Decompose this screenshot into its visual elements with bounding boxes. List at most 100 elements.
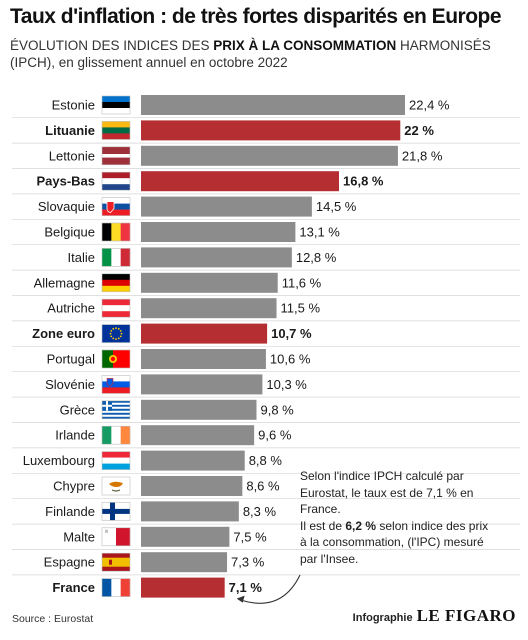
category-label: Luxembourg: [23, 453, 95, 468]
category-label: Slovénie: [45, 377, 95, 392]
category-label: Autriche: [47, 301, 95, 316]
bar-row: Grèce 9,8 %: [12, 399, 520, 423]
category-label: France: [52, 580, 95, 595]
chart-title: Taux d'inflation : de très fortes dispar…: [10, 5, 502, 28]
bar: [141, 425, 255, 446]
value-label: 16,8 %: [343, 174, 384, 189]
value-label: 7,1 %: [229, 580, 263, 595]
spain-flag-icon: [101, 552, 131, 572]
category-label: Lettonie: [49, 148, 95, 163]
ireland-flag-icon: [101, 425, 131, 445]
bar: [141, 577, 225, 598]
subtitle-suffix: HARMONISÉS (IPCH), en glissement annuel …: [10, 38, 491, 70]
le-figaro-logo: LE FIGARO: [416, 606, 516, 625]
slovakia-flag-icon: [101, 197, 131, 216]
source-note: Source : Eurostat: [12, 613, 94, 625]
annotation-arrow: [236, 574, 301, 604]
category-label: Irlande: [55, 428, 95, 443]
bar: [141, 222, 296, 242]
netherlands-flag-icon: [101, 171, 131, 191]
category-label: Chypre: [53, 479, 95, 494]
annotation-note: Selon l'indice IPCH calculé par Eurostat…: [300, 468, 490, 567]
category-label: Allemagne: [34, 275, 95, 290]
france-flag-icon: [101, 578, 131, 597]
bar: [141, 349, 266, 369]
latvia-flag-icon: [101, 146, 131, 166]
value-label: 7,3 %: [231, 555, 265, 570]
bar: [141, 145, 398, 166]
bar: [141, 298, 277, 319]
credit-label: Infographie: [352, 612, 413, 624]
category-label: Portugal: [47, 352, 96, 367]
category-label: Lituanie: [45, 123, 95, 138]
bar: [141, 501, 239, 522]
category-label: Zone euro: [32, 326, 95, 341]
value-label: 7,5 %: [233, 529, 267, 544]
bar-row: Chypre 8,6 %: [12, 476, 520, 500]
value-label: 21,8 %: [402, 148, 443, 163]
bar: [141, 476, 243, 496]
value-label: 22 %: [404, 123, 434, 138]
germany-flag-icon: [101, 273, 131, 293]
bar-row: Slovénie 10,3 %: [12, 374, 520, 398]
subtitle-prefix: ÉVOLUTION DES INDICES DES: [10, 38, 214, 53]
value-label: 11,5 %: [281, 301, 321, 316]
bar-row: Allemagne 11,6 %: [12, 272, 520, 296]
bar: [141, 196, 312, 217]
bar: [141, 120, 401, 141]
bar-row: Zone euro 10,7 %: [12, 323, 520, 347]
value-label: 14,5 %: [316, 199, 357, 214]
bar-row: Lettonie 21,8 %: [12, 145, 520, 169]
italy-flag-icon: [101, 248, 131, 267]
value-label: 8,3 %: [243, 504, 277, 519]
category-label: Belgique: [44, 225, 95, 240]
value-label: 13,1 %: [299, 225, 340, 240]
category-label: Slovaquie: [38, 199, 95, 214]
bar-row: Slovaquie 14,5 %: [12, 196, 520, 220]
belgium-flag-icon: [101, 222, 131, 242]
slovenia-flag-icon: [101, 375, 131, 394]
chart-subtitle: ÉVOLUTION DES INDICES DES PRIX À LA CONS…: [10, 37, 520, 71]
category-label: Pays-Bas: [36, 174, 95, 189]
bar-row: Autriche 11,5 %: [12, 298, 520, 322]
bar: [141, 399, 257, 420]
bar: [141, 272, 278, 293]
bar: [141, 552, 228, 573]
bar: [141, 526, 230, 547]
bar-row: Belgique 13,1 %: [12, 222, 520, 246]
bar-row: Portugal 10,6 %: [12, 349, 520, 373]
estonia-flag-icon: [101, 95, 131, 115]
value-label: 10,7 %: [271, 326, 312, 341]
value-label: 9,6 %: [258, 428, 292, 443]
austria-flag-icon: [101, 298, 131, 318]
value-label: 9,8 %: [261, 402, 295, 417]
bar-row: Finlande 8,3 %: [12, 501, 520, 525]
bar-row: Estonie 22,4 %: [12, 95, 520, 119]
greece-flag-icon: [101, 400, 131, 420]
malta-flag-icon: [101, 527, 131, 547]
value-label: 10,3 %: [266, 377, 307, 392]
bar: [141, 323, 268, 344]
bar: [141, 374, 263, 395]
annotation-line-2-pre: Il est de: [300, 518, 346, 533]
category-label: Espagne: [44, 555, 95, 570]
bar: [141, 247, 292, 268]
value-label: 12,8 %: [296, 250, 337, 265]
annotation-line-1: Selon l'indice IPCH calculé par Eurostat…: [300, 469, 474, 516]
cyprus-flag-icon: [101, 476, 131, 496]
lithuania-flag-icon: [101, 121, 131, 140]
bar-row: Italie 12,8 %: [12, 247, 520, 271]
annotation-line-2-post: selon indice des prix à la consommation,…: [300, 518, 489, 566]
category-label: Finlande: [45, 504, 95, 519]
bar: [141, 171, 339, 192]
category-label: Grèce: [60, 402, 95, 417]
portugal-flag-icon: [101, 349, 131, 369]
value-label: 8,6 %: [246, 479, 280, 494]
value-label: 11,6 %: [282, 275, 322, 290]
bar: [141, 450, 245, 471]
bar-row: France 7,1 %: [52, 577, 263, 598]
category-label: Estonie: [52, 98, 95, 113]
bar-row: Irlande 9,6 %: [12, 425, 520, 449]
finland-flag-icon: [101, 502, 131, 521]
bar-row: Espagne 7,3 %: [12, 552, 520, 576]
